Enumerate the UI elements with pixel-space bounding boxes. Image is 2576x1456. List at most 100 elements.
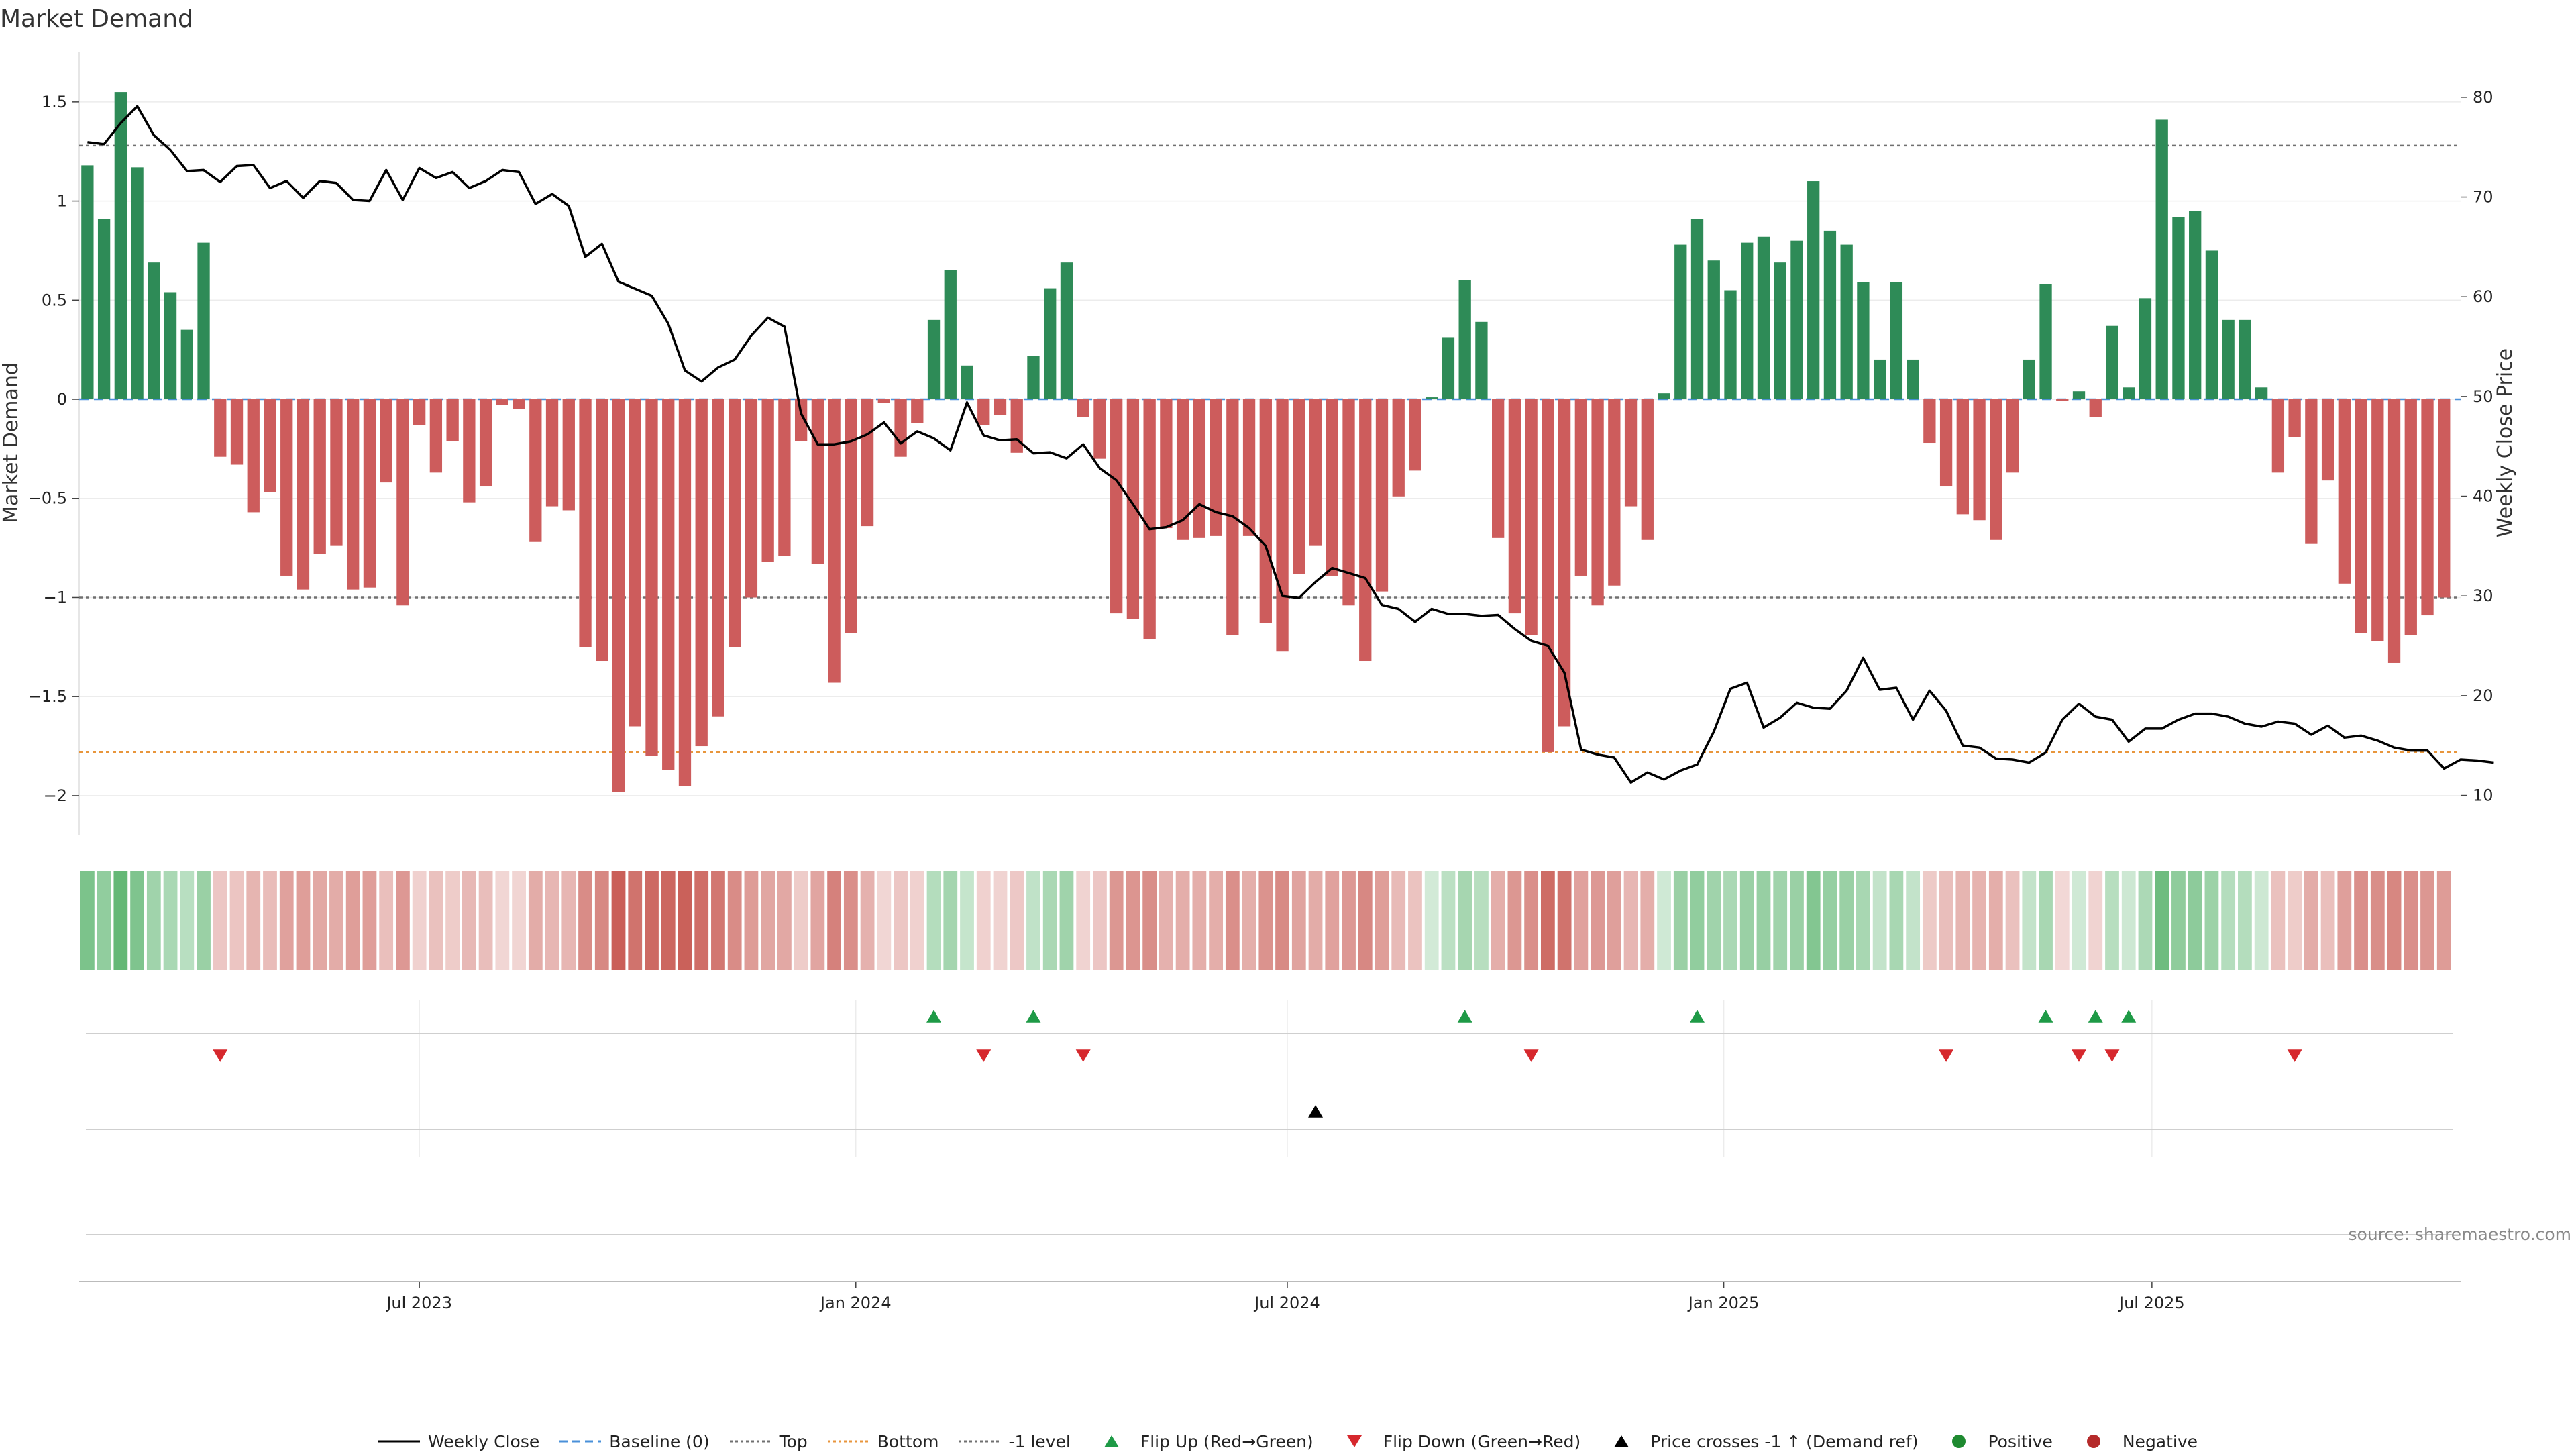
strip-cell xyxy=(1242,871,1256,970)
flip-down-marker xyxy=(976,1049,991,1062)
demand-bar xyxy=(961,365,973,400)
strip-cell xyxy=(2370,871,2385,970)
demand-bar xyxy=(1873,359,1886,400)
demand-bar xyxy=(2438,399,2451,598)
right-axis-label: Weekly Close Price xyxy=(2493,348,2517,537)
demand-bar xyxy=(2172,217,2185,400)
strip-cell xyxy=(645,871,659,970)
y-tick-label: 0.5 xyxy=(42,291,67,309)
legend-symbol-line-dotted xyxy=(959,1440,1001,1443)
strip-cell xyxy=(1308,871,1323,970)
legend-symbol-circle xyxy=(2086,1435,2100,1448)
legend-label: Price crosses -1 ↑ (Demand ref) xyxy=(1650,1431,1919,1451)
strip-cell xyxy=(180,871,195,970)
flip-up-marker xyxy=(2038,1010,2053,1023)
demand-bar xyxy=(1807,181,1820,400)
demand-bar xyxy=(529,399,542,542)
demand-bar xyxy=(1939,399,1953,487)
strip-cell xyxy=(1358,871,1373,970)
legend-symbol-triangle-up xyxy=(1104,1435,1119,1447)
demand-bar xyxy=(861,399,874,527)
strip-cell xyxy=(2436,871,2451,970)
demand-bar xyxy=(745,399,758,598)
demand-bar xyxy=(1143,399,1156,639)
strip-cell xyxy=(1540,871,1555,970)
strip-cell xyxy=(1939,871,1953,970)
strip-cell xyxy=(396,871,410,970)
flip-up-marker xyxy=(1457,1010,1472,1023)
demand-bar xyxy=(2255,387,2268,400)
strip-cell xyxy=(130,871,144,970)
y-tick-label: −0.5 xyxy=(28,489,67,508)
strip-cell xyxy=(2171,871,2186,970)
demand-bar xyxy=(1242,399,1256,536)
demand-bar xyxy=(562,399,575,511)
demand-bar xyxy=(1790,240,1803,400)
demand-bar xyxy=(2139,298,2152,400)
demand-bar xyxy=(446,399,459,441)
y-tick-label: 1 xyxy=(57,192,67,211)
demand-heat-strip xyxy=(80,871,2451,970)
demand-bar xyxy=(1044,288,1057,400)
demand-bar xyxy=(2106,325,2118,400)
strip-cell xyxy=(860,871,875,970)
left-axis-label: Market Demand xyxy=(0,362,23,523)
demand-bar xyxy=(1923,399,1936,444)
demand-bar xyxy=(347,399,360,590)
strip-cell xyxy=(1906,871,1921,970)
demand-bar xyxy=(1110,399,1123,614)
legend-item: Negative xyxy=(2073,1432,2198,1451)
strip-cell xyxy=(1524,871,1539,970)
x-tick-label: Jan 2024 xyxy=(819,1294,892,1312)
strip-cell xyxy=(1591,871,1605,970)
demand-bar xyxy=(2387,399,2401,663)
demand-bar xyxy=(761,399,774,562)
legend-item: Positive xyxy=(1938,1432,2053,1451)
demand-bar xyxy=(2355,399,2367,633)
strip-cell xyxy=(661,871,676,970)
strip-cell xyxy=(1192,871,1207,970)
demand-bar xyxy=(1907,359,1919,400)
strip-cell xyxy=(1126,871,1140,970)
demand-bar xyxy=(712,399,724,717)
strip-cell xyxy=(1707,871,1721,970)
strip-cell xyxy=(279,871,294,970)
legend-item: Bottom xyxy=(827,1432,938,1451)
strip-cell xyxy=(2404,871,2418,970)
strip-cell xyxy=(794,871,808,970)
strip-cell xyxy=(678,871,692,970)
demand-bar xyxy=(330,399,343,546)
demand-bar xyxy=(695,399,708,747)
legend-symbol-line-dotted xyxy=(729,1440,771,1443)
demand-bar xyxy=(363,399,376,588)
strip-cell xyxy=(229,871,244,970)
strip-cell xyxy=(1342,871,1356,970)
strip-cell xyxy=(1756,871,1771,970)
demand-bar xyxy=(1674,244,1687,400)
y2-tick-label: 30 xyxy=(2473,586,2493,605)
demand-bar xyxy=(645,399,658,756)
demand-bar xyxy=(2371,399,2384,641)
strip-cell xyxy=(1076,871,1091,970)
strip-cell xyxy=(429,871,443,970)
date-axis: Jul 2023 Jan 2024 Jul 2024 Jan 2025 Jul 2025 xyxy=(79,1281,2461,1312)
strip-cell xyxy=(1889,871,1904,970)
y-tick-label: 0 xyxy=(57,390,67,409)
flip-up-marker xyxy=(2088,1010,2103,1023)
demand-bar xyxy=(2123,387,2135,400)
legend-label: Baseline (0) xyxy=(609,1431,710,1451)
right-axis-ticks: 80 70 60 50 40 30 20 10 xyxy=(2461,88,2493,805)
legend-item: Top xyxy=(729,1432,808,1451)
demand-bar xyxy=(380,399,392,483)
demand-bar xyxy=(2006,399,2019,473)
strip-cell xyxy=(976,871,991,970)
demand-bar xyxy=(629,399,641,727)
demand-bar xyxy=(1077,399,1089,417)
strip-cell xyxy=(1159,871,1173,970)
legend-label: Negative xyxy=(2122,1431,2198,1451)
legend-label: Weekly Close xyxy=(427,1431,540,1451)
strip-cell xyxy=(197,871,211,970)
strip-cell xyxy=(1574,871,1589,970)
legend-symbol-triangle-down xyxy=(1346,1435,1362,1447)
strip-cell xyxy=(1010,871,1024,970)
